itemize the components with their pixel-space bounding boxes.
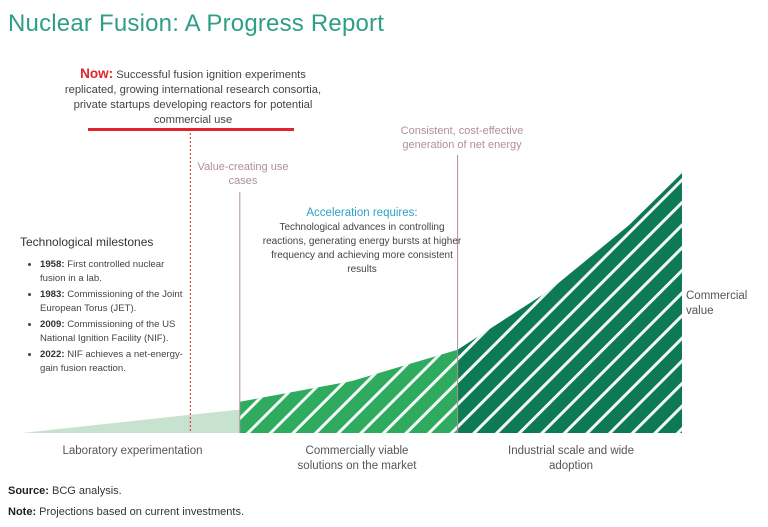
milestones-title: Technological milestones xyxy=(20,235,154,249)
milestone-text: Commissioning of the US National Ignitio… xyxy=(40,319,176,344)
area-laboratory xyxy=(22,409,240,433)
note-text: Projections based on current investments… xyxy=(39,506,244,518)
milestone-item: 2022: NIF achieves a net-energy-gain fus… xyxy=(40,348,190,376)
value-creating-annotation: Value-creating use cases xyxy=(197,161,289,187)
now-underline xyxy=(88,128,294,131)
phase-label-laboratory: Laboratory experimentation xyxy=(62,445,203,457)
milestone-year: 2022: xyxy=(40,349,65,360)
now-text: Successful fusion ignition experiments r… xyxy=(64,69,322,126)
now-label: Now: xyxy=(80,66,114,81)
milestone-item: 1958: First controlled nuclear fusion in… xyxy=(40,258,190,286)
source-text: BCG analysis. xyxy=(52,485,122,497)
area-industrial-hatching xyxy=(457,173,682,433)
milestone-text: Commissioning of the Joint European Toru… xyxy=(40,289,183,314)
projection-note: Note: Projections based on current inves… xyxy=(8,506,244,518)
source-note: Source: BCG analysis. xyxy=(8,485,122,497)
consistent-energy-annotation: Consistent, cost-effective generation of… xyxy=(400,125,524,151)
phase-label-industrial: Industrial scale and wide adoption xyxy=(508,445,634,472)
phase-label-commercial: Commercially viable solutions on the mar… xyxy=(297,445,417,472)
milestone-year: 2009: xyxy=(40,319,65,330)
milestone-text: NIF achieves a net-energy-gain fusion re… xyxy=(40,349,183,374)
milestones-list: 1958: First controlled nuclear fusion in… xyxy=(28,258,190,378)
acceleration-annotation: Acceleration requires: Technological adv… xyxy=(262,206,462,277)
acceleration-title: Acceleration requires: xyxy=(306,207,418,219)
now-annotation: Now: Successful fusion ignition experime… xyxy=(62,66,324,128)
y-axis-label: Commercial value xyxy=(686,290,748,317)
milestone-text: First controlled nuclear fusion in a lab… xyxy=(40,259,165,284)
milestone-year: 1958: xyxy=(40,259,65,270)
milestone-year: 1983: xyxy=(40,289,65,300)
milestone-item: 2009: Commissioning of the US National I… xyxy=(40,318,190,346)
area-commercial-hatching xyxy=(239,349,458,433)
acceleration-text: Technological advances in controlling re… xyxy=(262,222,462,275)
milestone-item: 1983: Commissioning of the Joint Europea… xyxy=(40,288,190,316)
note-label: Note: xyxy=(8,506,37,518)
page-title: Nuclear Fusion: A Progress Report xyxy=(8,10,385,37)
source-label: Source: xyxy=(8,485,49,497)
